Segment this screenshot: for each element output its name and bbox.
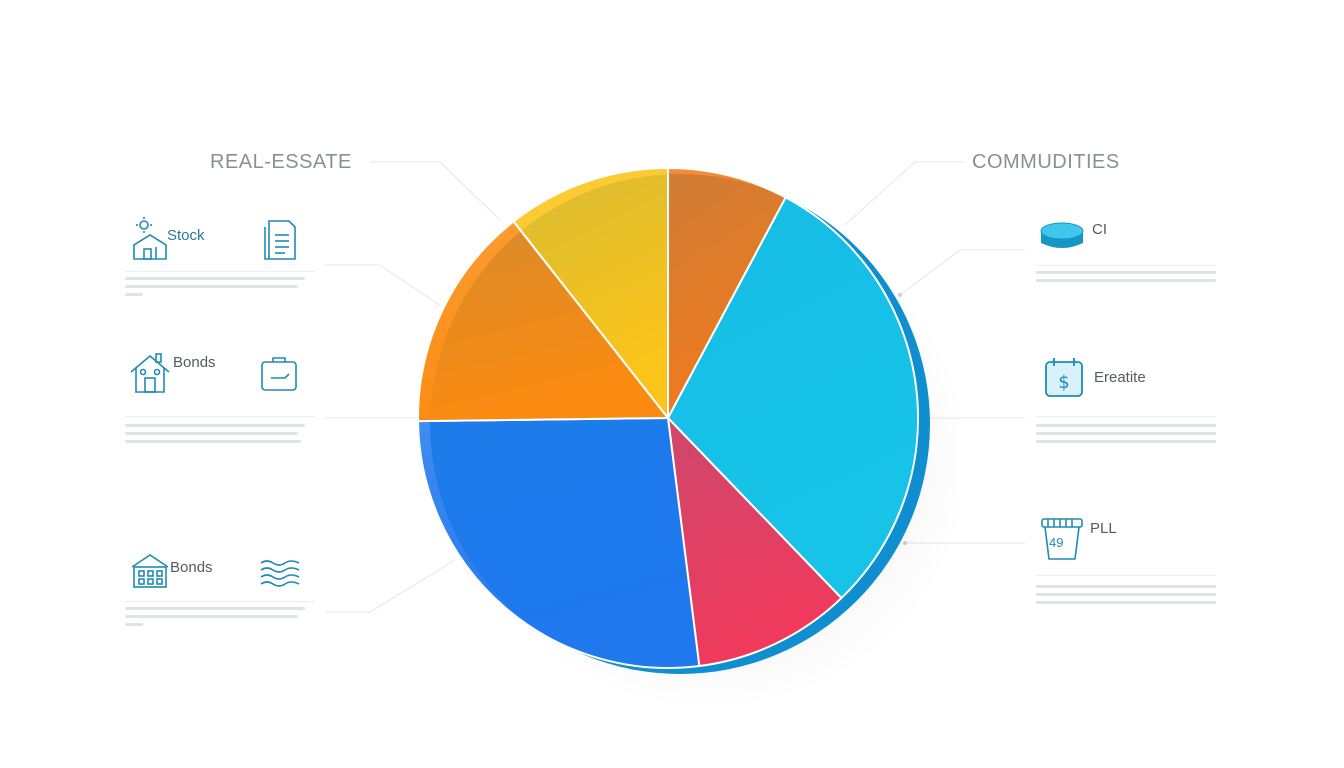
legend-item-stock[interactable]: Stock [125,215,325,305]
legend-description [125,424,305,460]
legend-item-ci[interactable]: CI [1036,215,1236,305]
commudities-label: COMMUDITIES [972,151,1120,173]
building-icon [131,554,169,588]
legend-label-ci: CI [1092,221,1107,238]
coin-stack-icon [1040,222,1084,248]
legend-item-pll[interactable]: 49 PLL [1036,515,1236,615]
pie-slice-1[interactable] [667,166,788,419]
pie-slice-5[interactable] [417,220,671,423]
legend-description [1036,585,1216,621]
dollar-calendar-icon: $ [1045,358,1083,397]
briefcase-icon [261,357,297,391]
house-icon [130,353,170,393]
cup-icon [1041,518,1083,560]
pie-slice-2[interactable] [666,196,919,600]
legend-description [1036,424,1216,460]
document-icon [264,220,296,260]
waves-icon [260,560,300,587]
legend-label-pll: PLL [1090,520,1117,537]
legend-item-bonds-2[interactable]: Bonds [125,553,325,643]
legend-item-ereatite[interactable]: $ Ereatite [1036,356,1236,456]
legend-description [125,607,305,643]
pie-slice-4[interactable] [417,416,701,669]
house-sun-icon [133,217,167,260]
legend-item-bonds[interactable]: Bonds [125,350,325,443]
legend-label-bonds-2: Bonds [170,559,213,576]
cup-icon-text: 49 [1049,535,1064,550]
real-estate-label: REAL-ESSATE [210,151,352,173]
legend-label-ereatite: Ereatite [1094,369,1146,386]
svg-text:$: $ [1058,372,1069,393]
pie-slice-3[interactable] [666,415,843,668]
pie-slice-6[interactable] [512,166,669,421]
legend-label-bonds: Bonds [173,354,216,371]
pie-chart [417,166,960,710]
legend-description [1036,271,1216,307]
legend-label-stock: Stock [167,227,205,244]
legend-description [125,277,305,313]
